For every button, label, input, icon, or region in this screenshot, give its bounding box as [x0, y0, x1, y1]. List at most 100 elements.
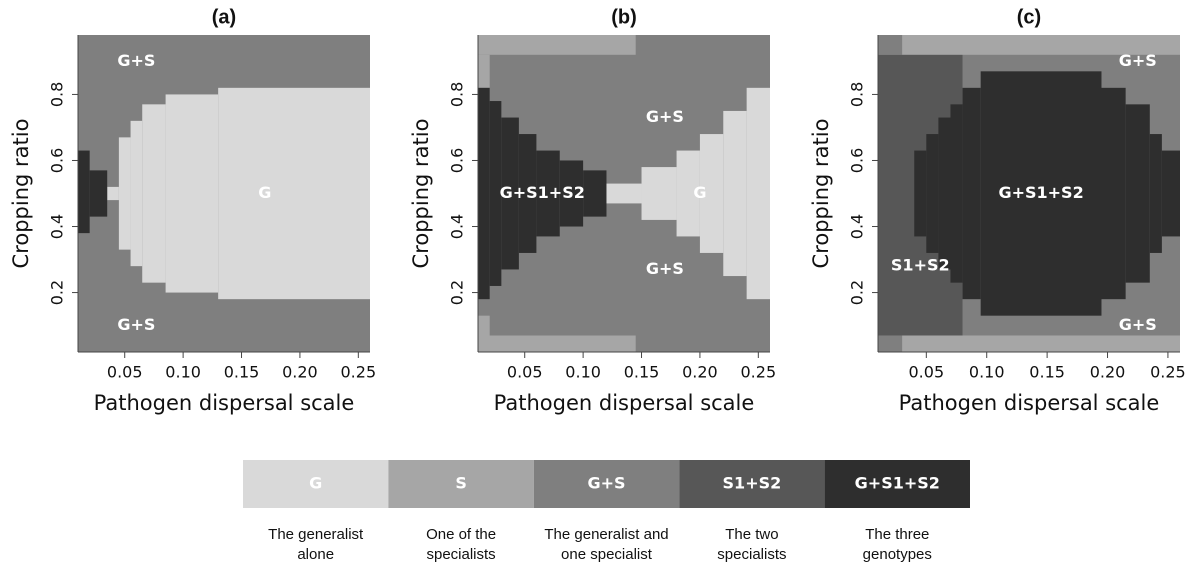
region [165, 94, 219, 293]
region [723, 110, 747, 277]
legend-description: One of the [426, 526, 496, 543]
region [518, 134, 537, 253]
x-tick-label: 0.25 [741, 363, 777, 382]
y-tick-label: 0.2 [48, 280, 67, 305]
y-tick-label: 0.8 [848, 82, 867, 107]
x-tick-label: 0.05 [507, 363, 543, 382]
region [962, 87, 981, 300]
region [1149, 134, 1162, 253]
legend-swatch [243, 460, 389, 508]
x-tick-label: 0.15 [1029, 363, 1065, 382]
y-tick-label: 0.6 [48, 148, 67, 173]
x-tick-label: 0.15 [224, 363, 260, 382]
region [489, 101, 502, 286]
x-tick-label: 0.25 [1150, 363, 1186, 382]
legend-description: specialists [717, 546, 786, 563]
region-label: G [258, 183, 271, 202]
region [583, 170, 607, 217]
region-label: G+S [646, 107, 684, 126]
region [641, 167, 677, 220]
legend-name: G+S [587, 474, 625, 493]
region [78, 150, 90, 234]
x-axis-label: Pathogen dispersal scale [94, 391, 355, 415]
panel-title: (b) [611, 6, 637, 28]
y-tick-label: 0.6 [848, 148, 867, 173]
legend-name: G+S1+S2 [855, 474, 940, 493]
region [478, 335, 636, 352]
x-tick-label: 0.20 [1090, 363, 1126, 382]
x-tick-label: 0.10 [969, 363, 1005, 382]
legend-swatch [679, 460, 825, 508]
region [118, 137, 131, 250]
y-tick-label: 0.8 [48, 82, 67, 107]
region [559, 160, 584, 227]
region-label: G+S [1119, 51, 1157, 70]
panel: G+S G G+S 0.05 0.10 0.15 0.20 0.25 0.2 0.4 0.6 0.8 (… [9, 6, 376, 415]
region [1101, 87, 1126, 300]
x-tick-label: 0.15 [624, 363, 660, 382]
legend-description: genotypes [863, 546, 932, 563]
y-tick-label: 0.2 [448, 280, 467, 305]
legend-description: alone [297, 546, 334, 563]
region [938, 117, 951, 270]
panel: G+S G+S1+S2 S1+S2 G+S 0.05 0.10 0.15 0.20 0.25 0.… [809, 6, 1186, 415]
y-tick-label: 0.4 [848, 214, 867, 239]
x-tick-label: 0.10 [565, 363, 601, 382]
legend-swatch [388, 460, 534, 508]
y-axis-label: Cropping ratio [9, 119, 33, 269]
region [950, 104, 963, 283]
legend-name: S [455, 474, 467, 493]
region [676, 150, 700, 237]
x-axis-label: Pathogen dispersal scale [494, 391, 755, 415]
region [699, 134, 724, 253]
region [926, 134, 939, 253]
region [142, 104, 166, 283]
region-label: G+S [117, 51, 155, 70]
legend-description: The generalist [268, 526, 364, 543]
x-tick-label: 0.05 [909, 363, 945, 382]
region-label: G+S [646, 259, 684, 278]
x-axis-label: Pathogen dispersal scale [899, 391, 1160, 415]
x-tick-label: 0.05 [107, 363, 143, 382]
region-label: G+S [117, 315, 155, 334]
region [478, 54, 490, 88]
x-tick-label: 0.20 [282, 363, 318, 382]
legend-description: The generalist and [544, 526, 668, 543]
region [478, 35, 636, 55]
panel-title: (a) [212, 6, 236, 28]
legend-description: The two [725, 526, 778, 543]
region [501, 117, 519, 270]
x-tick-label: 0.25 [341, 363, 377, 382]
panel-title: (c) [1017, 6, 1041, 28]
y-tick-label: 0.6 [448, 148, 467, 173]
region-label: G+S1+S2 [500, 183, 585, 202]
legend-swatch [824, 460, 970, 508]
y-axis-label: Cropping ratio [809, 119, 833, 269]
region [746, 87, 770, 300]
region [478, 315, 490, 336]
region [130, 120, 143, 267]
legend-description: specialists [426, 546, 495, 563]
region [1161, 150, 1180, 237]
region [1125, 104, 1150, 283]
region-label: S1+S2 [891, 256, 950, 275]
y-tick-label: 0.4 [448, 214, 467, 239]
region [606, 183, 642, 204]
y-tick-label: 0.2 [848, 280, 867, 305]
region [218, 87, 370, 300]
region [107, 186, 119, 201]
region [478, 87, 490, 300]
region [878, 335, 903, 352]
region [914, 150, 927, 237]
panel: G+S G+S1+S2 G G+S 0.05 0.10 0.15 0.20 0.25 0.2 0.4… [409, 6, 776, 415]
region [980, 71, 1102, 316]
x-tick-label: 0.10 [165, 363, 201, 382]
region-label: G [693, 183, 706, 202]
region-label: G+S [1119, 315, 1157, 334]
legend-description: The three [865, 526, 929, 543]
y-tick-label: 0.8 [448, 82, 467, 107]
y-tick-label: 0.4 [48, 214, 67, 239]
legend-name: S1+S2 [723, 474, 782, 493]
region [536, 150, 560, 237]
